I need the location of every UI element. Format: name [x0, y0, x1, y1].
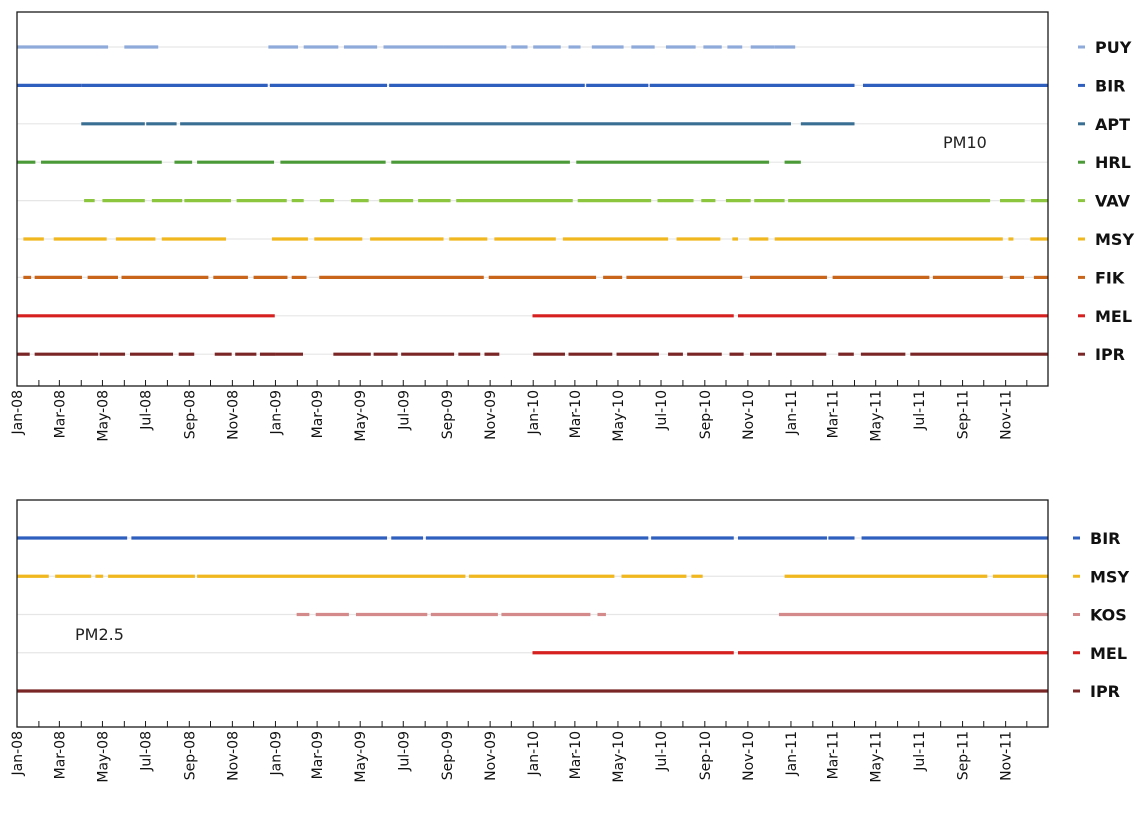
legend-label: MEL — [1090, 644, 1127, 663]
legend-label: KOS — [1090, 606, 1127, 625]
legend-entry-puy: PUY — [1078, 38, 1132, 57]
x-tick-label: Jan-09 — [268, 390, 284, 435]
x-tick-label: Jul-10 — [654, 390, 670, 431]
legend-label: FIK — [1095, 268, 1125, 287]
x-tick-label: Jul-08 — [139, 390, 155, 431]
x-tick-label: Mar-09 — [310, 731, 326, 779]
legend-label: IPR — [1095, 345, 1125, 364]
x-tick-label: Nov-08 — [225, 390, 241, 440]
x-tick-label: May-08 — [95, 390, 111, 442]
x-tick-label: Nov-09 — [483, 390, 499, 440]
x-tick-label: Nov-09 — [483, 731, 499, 781]
legend-entry-bir: BIR — [1073, 529, 1120, 548]
x-tick-label: Sep-10 — [698, 390, 714, 439]
x-tick-label: Jan-08 — [10, 731, 26, 776]
legend-entry-hrl: HRL — [1078, 153, 1131, 172]
x-tick-label: Nov-10 — [741, 731, 757, 781]
panel-annotation: PM2.5 — [75, 625, 124, 644]
legend-entry-ipr: IPR — [1073, 682, 1120, 701]
x-tick-label: Jul-08 — [139, 731, 155, 772]
plot-frame — [16, 11, 1049, 387]
x-tick-label: Jul-09 — [396, 390, 412, 431]
legend-label: MEL — [1095, 307, 1132, 326]
x-tick-label: May-09 — [353, 731, 369, 783]
legend-entry-kos: KOS — [1073, 606, 1127, 625]
x-tick-label: Mar-08 — [52, 390, 68, 438]
x-tick-label: Jan-11 — [784, 731, 800, 776]
x-tick-label: Sep-11 — [956, 731, 972, 780]
x-tick-label: Nov-10 — [741, 390, 757, 440]
x-tick-label: Jan-09 — [268, 731, 284, 776]
x-tick-label: Jul-11 — [912, 731, 928, 772]
legend-entry-mel: MEL — [1078, 307, 1132, 326]
x-tick-label: Nov-08 — [225, 731, 241, 781]
legend-label: MSY — [1090, 567, 1129, 586]
legend-label: IPR — [1090, 682, 1120, 701]
x-tick-label: Sep-08 — [182, 731, 198, 780]
legend-entry-msy: MSY — [1078, 230, 1134, 249]
x-tick-label: Jan-10 — [526, 731, 542, 776]
legend-entry-bir: BIR — [1078, 76, 1125, 95]
x-tick-label: Jul-09 — [396, 731, 412, 772]
x-tick-label: May-11 — [869, 390, 885, 442]
legend-label: PUY — [1095, 38, 1132, 57]
x-tick-label: Jul-11 — [912, 390, 928, 431]
legend-entry-ipr: IPR — [1078, 345, 1125, 364]
x-tick-label: Mar-11 — [826, 731, 842, 779]
x-tick-label: May-10 — [611, 731, 627, 783]
x-tick-label: Jan-08 — [10, 390, 26, 435]
x-tick-label: Jan-10 — [526, 390, 542, 435]
pm10-panel: PUY BIR APT HRL VAV MSY FIK MEL IPR Jan-08 Mar-08 M… — [10, 11, 1134, 442]
legend-entry-vav: VAV — [1078, 192, 1131, 211]
x-tick-label: Mar-10 — [568, 731, 584, 779]
plot-frame — [16, 499, 1049, 728]
x-tick-label: Mar-11 — [826, 390, 842, 438]
x-tick-label: Mar-10 — [568, 390, 584, 438]
legend-label: APT — [1095, 115, 1130, 134]
x-tick-label: May-08 — [95, 731, 111, 783]
x-tick-label: Mar-08 — [52, 731, 68, 779]
x-tick-label: Jan-11 — [784, 390, 800, 435]
legend-label: VAV — [1095, 192, 1131, 211]
x-tick-label: Jul-10 — [654, 731, 670, 772]
x-tick-label: Nov-11 — [999, 390, 1015, 440]
panel-annotation: PM10 — [943, 133, 987, 152]
legend-entry-fik: FIK — [1078, 268, 1125, 287]
x-tick-label: Sep-09 — [440, 390, 456, 439]
x-tick-label: May-11 — [869, 731, 885, 783]
legend-label: HRL — [1095, 153, 1131, 172]
x-tick-label: Sep-10 — [698, 731, 714, 780]
x-tick-label: Sep-08 — [182, 390, 198, 439]
x-tick-label: Sep-11 — [956, 390, 972, 439]
x-tick-label: May-10 — [611, 390, 627, 442]
legend-entry-apt: APT — [1078, 115, 1130, 134]
legend-label: BIR — [1090, 529, 1120, 548]
legend-label: BIR — [1095, 76, 1125, 95]
x-tick-label: Sep-09 — [440, 731, 456, 780]
x-tick-label: Nov-11 — [999, 731, 1015, 781]
legend-label: MSY — [1095, 230, 1134, 249]
pm25-panel: BIR MSY KOS MEL IPR Jan-08 Mar-08 May-08 Jul-08 S… — [10, 499, 1129, 783]
x-tick-label: Mar-09 — [310, 390, 326, 438]
legend-entry-mel: MEL — [1073, 644, 1127, 663]
legend-entry-msy: MSY — [1073, 567, 1129, 586]
x-tick-label: May-09 — [353, 390, 369, 442]
